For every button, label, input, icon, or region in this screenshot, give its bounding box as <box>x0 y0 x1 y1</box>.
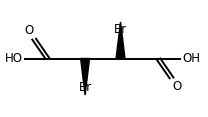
Text: OH: OH <box>182 52 200 65</box>
Text: O: O <box>172 80 181 93</box>
Polygon shape <box>116 22 125 58</box>
Text: Br: Br <box>79 81 92 94</box>
Text: Br: Br <box>114 23 127 36</box>
Polygon shape <box>81 58 90 95</box>
Text: O: O <box>24 24 33 37</box>
Text: HO: HO <box>5 52 23 65</box>
